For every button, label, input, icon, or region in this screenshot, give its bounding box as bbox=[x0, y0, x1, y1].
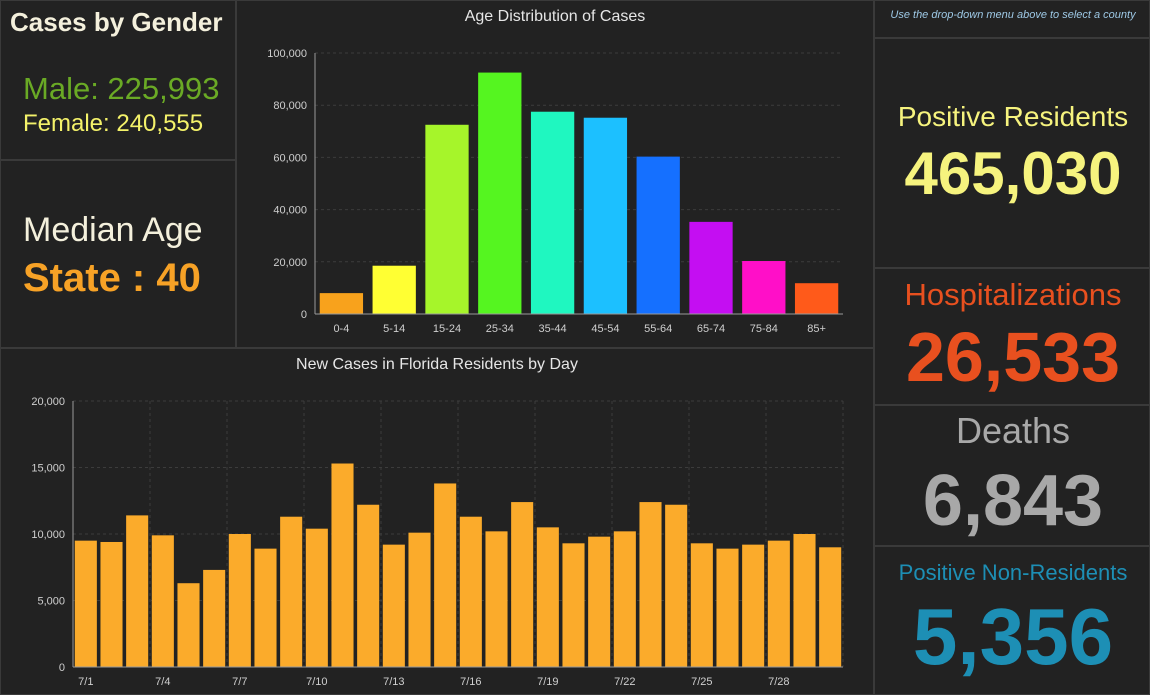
y-tick-label: 0 bbox=[301, 309, 307, 321]
bar bbox=[636, 156, 680, 314]
hospitalizations-value: 26,533 bbox=[905, 318, 1121, 396]
x-tick-label: 45-54 bbox=[591, 323, 619, 335]
median-age-label: Median Age bbox=[23, 211, 203, 249]
bar bbox=[767, 540, 790, 667]
x-tick-label: 7/4 bbox=[155, 676, 170, 688]
positive-nonresidents-panel: Positive Non-Residents 5,356 bbox=[874, 546, 1150, 695]
bar bbox=[665, 504, 688, 667]
daily-cases-panel: New Cases in Florida Residents by Day 0 5… bbox=[0, 348, 874, 695]
bar bbox=[228, 534, 251, 667]
bar bbox=[793, 534, 816, 667]
daily-chart-title: New Cases in Florida Residents by Day bbox=[296, 356, 578, 373]
bar bbox=[280, 516, 303, 667]
x-tick-label: 65-74 bbox=[697, 323, 725, 335]
hospitalizations-panel: Hospitalizations 26,533 bbox=[874, 268, 1150, 405]
bar bbox=[126, 515, 149, 667]
bar bbox=[583, 117, 628, 314]
bar bbox=[819, 547, 842, 667]
bar bbox=[562, 543, 585, 667]
x-tick-label: 5-14 bbox=[383, 323, 405, 335]
bar bbox=[690, 543, 713, 667]
bar bbox=[177, 583, 200, 667]
x-tick-label: 7/10 bbox=[306, 676, 327, 688]
age-chart-title: Age Distribution of Cases bbox=[464, 8, 646, 25]
y-tick-label: 20,000 bbox=[31, 396, 65, 408]
bar bbox=[74, 540, 97, 667]
hospitalizations-label: Hospitalizations bbox=[904, 277, 1122, 312]
bar bbox=[485, 531, 508, 667]
x-tick-label: 7/25 bbox=[691, 676, 712, 688]
male-count: Male: 225,993 bbox=[23, 71, 220, 106]
positive-residents-value: 465,030 bbox=[904, 140, 1122, 207]
positive-residents-panel: Positive Residents 465,030 bbox=[874, 38, 1150, 268]
bar bbox=[536, 527, 559, 667]
positive-nonresidents-value: 5,356 bbox=[912, 592, 1114, 681]
bar bbox=[530, 111, 575, 314]
deaths-label: Deaths bbox=[955, 410, 1071, 451]
bar bbox=[408, 532, 431, 667]
x-tick-label: 7/13 bbox=[383, 676, 404, 688]
female-count: Female: 240,555 bbox=[23, 110, 204, 137]
gender-panel: Cases by Gender Male: 225,993 Female: 24… bbox=[0, 0, 236, 160]
x-tick-label: 7/28 bbox=[768, 676, 789, 688]
age-distribution-panel: Age Distribution of Cases 0 20,000 40,000 6… bbox=[236, 0, 874, 348]
x-tick-label: 35-44 bbox=[539, 323, 567, 335]
bar bbox=[716, 548, 739, 667]
y-tick-label: 15,000 bbox=[31, 463, 65, 475]
bar bbox=[305, 528, 328, 667]
y-tick-label: 10,000 bbox=[31, 529, 65, 541]
median-age-value: State : 40 bbox=[23, 256, 201, 300]
bar bbox=[689, 221, 733, 314]
bar bbox=[742, 544, 765, 667]
bar bbox=[382, 544, 405, 667]
bar bbox=[372, 265, 416, 314]
bar bbox=[588, 536, 611, 667]
y-tick-label: 5,000 bbox=[37, 596, 65, 608]
deaths-panel: Deaths 6,843 bbox=[874, 405, 1150, 546]
bar bbox=[639, 502, 662, 667]
x-tick-label: 7/1 bbox=[78, 676, 93, 688]
bar bbox=[100, 541, 123, 667]
daily-cases-chart: 0 5,000 10,000 15,000 20,000 7/1 7/4 7/7 7/10 7/1… bbox=[31, 396, 844, 688]
positive-nonresidents-label: Positive Non-Residents bbox=[898, 560, 1128, 585]
x-tick-label: 7/16 bbox=[460, 676, 481, 688]
bar bbox=[434, 483, 457, 667]
bar bbox=[511, 502, 534, 667]
x-tick-label: 55-64 bbox=[644, 323, 672, 335]
y-tick-label: 100,000 bbox=[267, 48, 307, 60]
x-tick-label: 7/22 bbox=[614, 676, 635, 688]
bar bbox=[203, 569, 226, 667]
bar bbox=[478, 72, 522, 314]
age-distribution-chart: 0 20,000 40,000 60,000 80,000 100,000 0-4 5-14 1… bbox=[267, 48, 843, 335]
x-tick-label: 7/19 bbox=[537, 676, 558, 688]
bar bbox=[425, 124, 469, 315]
x-tick-label: 0-4 bbox=[333, 323, 349, 335]
median-age-panel: Median Age State : 40 bbox=[0, 160, 236, 348]
y-tick-label: 0 bbox=[59, 662, 65, 674]
bar bbox=[742, 261, 786, 314]
x-tick-label: 25-34 bbox=[486, 323, 514, 335]
county-instruction-panel: Use the drop-down menu above to select a… bbox=[874, 0, 1150, 38]
positive-residents-label: Positive Residents bbox=[897, 101, 1129, 132]
x-tick-label: 75-84 bbox=[750, 323, 778, 335]
x-tick-label: 7/7 bbox=[232, 676, 247, 688]
x-tick-label: 15-24 bbox=[433, 323, 461, 335]
bar bbox=[254, 548, 277, 667]
bar bbox=[613, 531, 636, 667]
x-tick-label: 85+ bbox=[807, 323, 826, 335]
gender-title: Cases by Gender bbox=[10, 7, 223, 37]
deaths-value: 6,843 bbox=[922, 461, 1104, 541]
county-instruction-text: Use the drop-down menu above to select a… bbox=[890, 9, 1136, 21]
bar bbox=[794, 283, 839, 314]
bar bbox=[357, 504, 380, 667]
bar bbox=[151, 535, 174, 667]
y-tick-label: 20,000 bbox=[273, 257, 307, 269]
y-tick-label: 40,000 bbox=[273, 205, 307, 217]
y-tick-label: 80,000 bbox=[273, 100, 307, 112]
bar bbox=[331, 463, 354, 667]
bar bbox=[459, 516, 482, 667]
y-tick-label: 60,000 bbox=[273, 152, 307, 164]
bar bbox=[319, 293, 364, 314]
